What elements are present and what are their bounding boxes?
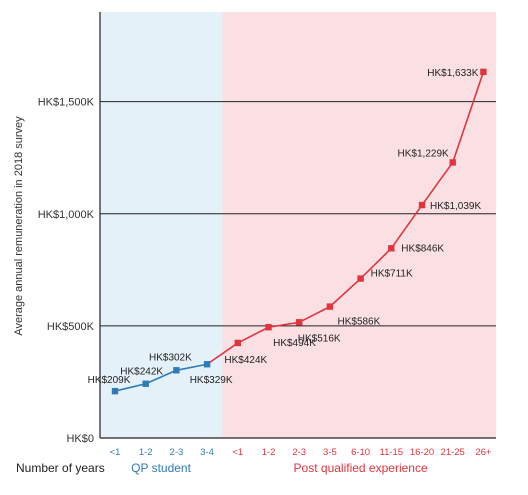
x-tick-label: 11-15 [380,447,404,458]
x-tick-label: 21-25 [441,447,465,458]
x-tick-label: 3-5 [323,447,337,458]
data-label: HK$242K [120,367,163,378]
x-tick-label: 26+ [475,447,492,458]
data-label: HK$516K [298,333,341,344]
data-point [326,303,334,310]
data-label: HK$302K [149,352,192,363]
data-point [111,387,119,395]
data-label: HK$329K [190,375,233,386]
data-label: HK$494K [273,338,316,349]
data-point [388,245,395,252]
data-label: HK$586K [337,317,380,328]
x-tick-label: <1 [232,447,243,458]
series-line-segment [237,326,269,344]
x-tick-label: <1 [110,447,121,458]
data-label: HK$209K [88,375,131,386]
x-tick-label: 3-4 [200,447,214,458]
y-tick-label: HK$0 [66,433,94,445]
series-line-segment [176,363,208,372]
x-tick-label: 2-3 [170,447,184,458]
data-point [265,324,272,331]
data-point [449,159,456,166]
x-tick-label: 16-20 [410,447,434,458]
data-label: HK$711K [371,269,413,280]
series-line-segment [451,71,485,163]
data-point [142,380,149,387]
group-label: QP student [131,461,191,475]
y-tick-label: HK$500K [47,321,95,333]
y-axis-title: Average annual remuneration in 2018 surv… [13,116,25,336]
data-label: HK$1,039K [430,201,481,212]
series-line-segment [298,305,331,324]
series-line-segment [329,277,362,308]
data-point [234,339,241,347]
y-tick-label: HK$1,000K [38,209,95,221]
data-point [173,367,180,374]
group-background [100,12,223,438]
data-label: HK$1,229K [398,148,449,159]
x-axis-title: Number of years [16,461,105,475]
data-point [203,361,211,368]
series-line-segment [421,161,454,206]
series-line-segment [360,247,392,280]
y-tick-label: HK$1,500K [38,97,95,109]
x-tick-label: 6-10 [351,447,370,458]
group-label: Post qualified experience [294,461,428,475]
data-label: HK$846K [401,243,444,254]
x-tick-label: 1-2 [139,447,153,458]
data-point [296,319,303,326]
series-line-segment [145,369,177,385]
x-tick-label: 2-3 [292,447,306,458]
series-line-segment [206,342,239,365]
group-background [222,12,496,438]
data-point [418,201,426,209]
x-tick-label: 1-2 [262,447,276,458]
data-label: HK$1,633K [427,68,478,79]
data-point [480,68,487,76]
series-line-segment [114,382,146,392]
data-label: HK$424K [224,355,267,366]
series-line-segment [390,204,423,249]
series-line-segment [268,321,300,329]
data-point [357,275,364,282]
